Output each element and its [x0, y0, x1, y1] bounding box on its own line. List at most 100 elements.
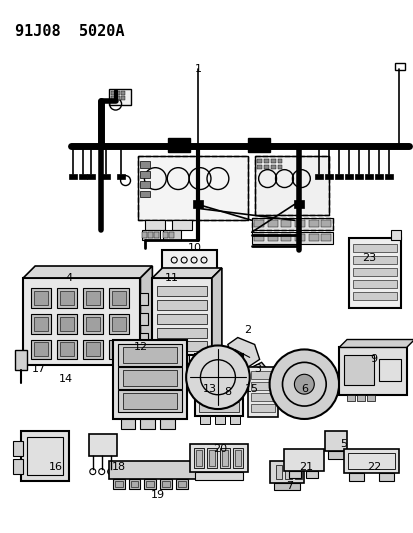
- Bar: [394, 63, 404, 70]
- Bar: [221, 450, 227, 466]
- Bar: [21, 431, 69, 481]
- Bar: [85, 317, 100, 330]
- Bar: [31, 340, 51, 359]
- Text: 21: 21: [299, 462, 313, 472]
- Bar: [250, 404, 274, 412]
- Bar: [277, 159, 282, 163]
- Bar: [281, 234, 291, 241]
- Text: 5: 5: [340, 439, 347, 449]
- Bar: [267, 220, 277, 227]
- Bar: [289, 471, 301, 478]
- Bar: [177, 356, 189, 364]
- Bar: [160, 479, 172, 489]
- Bar: [140, 181, 150, 188]
- Polygon shape: [152, 268, 221, 278]
- Bar: [295, 465, 301, 479]
- Bar: [160, 419, 175, 429]
- Text: 18: 18: [111, 462, 126, 472]
- Bar: [209, 450, 214, 466]
- Bar: [158, 345, 186, 356]
- Bar: [348, 473, 363, 481]
- Bar: [263, 165, 268, 168]
- Text: 20: 20: [212, 444, 226, 454]
- Bar: [273, 482, 300, 490]
- Text: 22: 22: [366, 462, 380, 472]
- Polygon shape: [338, 340, 413, 348]
- Bar: [247, 138, 269, 152]
- Bar: [253, 220, 263, 227]
- Bar: [57, 340, 77, 359]
- Bar: [112, 291, 125, 305]
- Bar: [275, 465, 282, 479]
- Bar: [117, 367, 182, 389]
- Bar: [250, 372, 274, 379]
- Bar: [120, 419, 135, 429]
- Bar: [366, 395, 374, 401]
- Bar: [120, 91, 124, 95]
- Bar: [142, 232, 147, 238]
- Bar: [232, 448, 242, 467]
- Text: 11: 11: [165, 273, 179, 283]
- Bar: [169, 232, 174, 238]
- Polygon shape: [227, 337, 259, 367]
- Bar: [162, 250, 216, 320]
- Bar: [158, 298, 186, 308]
- Bar: [172, 320, 206, 329]
- Bar: [343, 449, 398, 473]
- Bar: [31, 314, 51, 334]
- Bar: [256, 165, 261, 168]
- Bar: [146, 481, 154, 487]
- Text: 4: 4: [65, 273, 72, 283]
- Bar: [60, 291, 74, 305]
- Bar: [138, 156, 247, 220]
- Bar: [102, 174, 109, 179]
- Bar: [325, 174, 332, 179]
- Bar: [85, 291, 100, 305]
- Bar: [140, 333, 148, 344]
- Bar: [247, 367, 277, 417]
- Text: 91J08  5020A: 91J08 5020A: [15, 23, 124, 38]
- Bar: [117, 344, 182, 366]
- Bar: [364, 174, 372, 179]
- Bar: [158, 310, 186, 320]
- Bar: [356, 395, 364, 401]
- Bar: [346, 395, 354, 401]
- Bar: [13, 441, 23, 456]
- Bar: [87, 174, 95, 179]
- Text: 12: 12: [133, 343, 147, 352]
- Bar: [320, 234, 330, 241]
- Bar: [108, 461, 196, 479]
- Bar: [199, 374, 238, 384]
- Bar: [390, 230, 400, 240]
- Bar: [163, 230, 181, 240]
- Bar: [60, 317, 74, 330]
- Bar: [83, 340, 102, 359]
- Bar: [128, 479, 140, 489]
- Text: 3: 3: [254, 365, 261, 374]
- Bar: [269, 461, 304, 482]
- Bar: [254, 156, 328, 215]
- Bar: [343, 356, 373, 385]
- Bar: [108, 314, 128, 334]
- Text: 6: 6: [300, 384, 307, 394]
- Bar: [108, 288, 128, 308]
- Bar: [117, 390, 182, 412]
- Bar: [352, 256, 396, 264]
- Bar: [31, 288, 51, 308]
- Text: 2: 2: [244, 325, 251, 335]
- Bar: [176, 479, 188, 489]
- Text: 13: 13: [202, 384, 216, 394]
- Bar: [78, 174, 87, 179]
- Text: 23: 23: [361, 253, 375, 263]
- Bar: [110, 96, 114, 100]
- Bar: [120, 96, 124, 100]
- Bar: [83, 288, 102, 308]
- Bar: [160, 356, 172, 364]
- Bar: [195, 354, 242, 416]
- Text: 9: 9: [369, 354, 377, 365]
- Bar: [122, 393, 177, 409]
- Bar: [352, 280, 396, 288]
- Bar: [320, 220, 330, 227]
- Bar: [23, 278, 140, 365]
- Bar: [352, 244, 396, 252]
